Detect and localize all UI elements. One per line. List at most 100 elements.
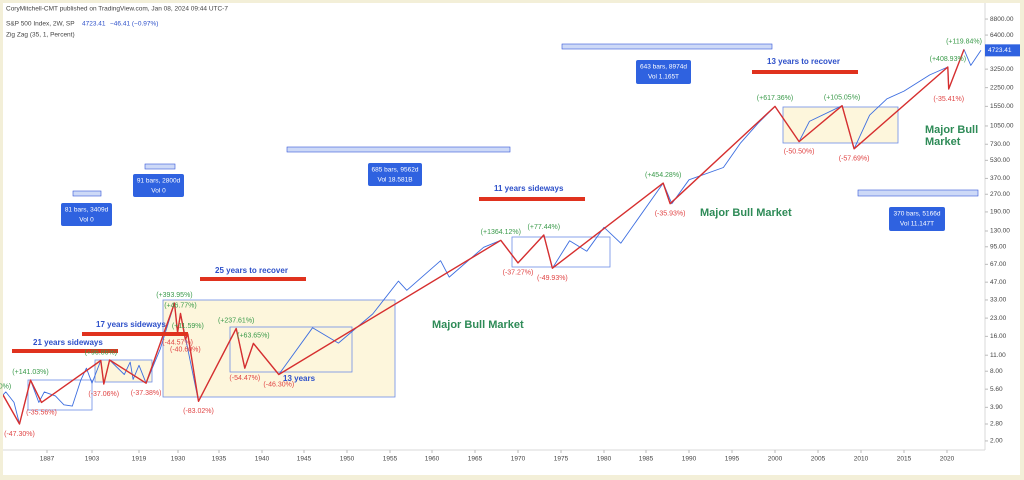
price-tag-label: 4723.41 <box>988 47 1012 54</box>
annotation: Major Bull <box>925 124 978 136</box>
y-tick-label: 370.00 <box>990 175 1010 182</box>
measure-box <box>368 163 422 186</box>
measure-range <box>857 189 979 197</box>
annotation: 21 years sideways <box>33 338 103 347</box>
header-price: 4723.41 <box>82 21 106 28</box>
pivot-label: (-37.27%) <box>503 270 534 277</box>
y-tick-label: 2250.00 <box>990 84 1014 91</box>
pivot-label: (+63.65%) <box>237 332 270 339</box>
y-tick-label: 5.60 <box>990 386 1003 393</box>
x-tick-label: 2015 <box>897 456 912 463</box>
annotation: Market <box>925 136 961 148</box>
pivot-label: (+454.28%) <box>645 172 681 179</box>
pivot-label: (-44.57%) <box>162 340 193 347</box>
measure-box <box>133 174 184 197</box>
indicator: Zig Zag (35, 1, Percent) <box>6 32 75 39</box>
chart-background <box>3 3 1020 475</box>
measure-text: 91 bars, 2800d <box>137 178 181 185</box>
pivot-label: (-54.47%) <box>229 375 260 382</box>
measure-text: Vol 11.147T <box>900 221 934 228</box>
y-tick-label: 270.00 <box>990 191 1010 198</box>
y-tick-label: 3250.00 <box>990 66 1014 73</box>
measure-range <box>561 43 773 50</box>
range-box <box>782 106 899 144</box>
measure-text: Vol 0 <box>151 188 166 195</box>
x-tick-label: 1955 <box>383 456 398 463</box>
pivot-label: (+77.44%) <box>528 224 561 231</box>
pivot-label: (+408.93%) <box>930 56 966 63</box>
pivot-label: (+237.61%) <box>218 317 254 324</box>
y-tick-label: 8.00 <box>990 368 1003 375</box>
pivot-label: (+105.05%) <box>824 95 860 102</box>
x-tick-label: 1945 <box>297 456 312 463</box>
x-tick-label: 1903 <box>85 456 100 463</box>
period-bars <box>12 70 858 353</box>
x-tick-label: 2010 <box>854 456 869 463</box>
range-box <box>94 359 153 383</box>
header-change: −46.41 (−0.97%) <box>110 21 158 28</box>
published-note: CoryMitchell-CMT published on TradingVie… <box>6 6 228 13</box>
pivot-label: (-57.69%) <box>839 156 870 163</box>
pivot-label: (-40.60%) <box>170 346 201 353</box>
range-box <box>511 236 611 268</box>
measure-box <box>61 203 112 226</box>
x-tick-label: 1975 <box>554 456 569 463</box>
y-tick-label: 2.80 <box>990 421 1003 428</box>
measure-text: 685 bars, 9562d <box>372 167 419 174</box>
x-tick-label: 2020 <box>940 456 955 463</box>
price-line <box>3 49 982 425</box>
y-tick-label: 47.00 <box>990 279 1007 286</box>
price-tag <box>985 44 1020 57</box>
y-tick-label: 1050.00 <box>990 123 1014 130</box>
measure-text: 643 bars, 8974d <box>640 64 687 71</box>
period-bar <box>479 197 585 201</box>
measure-text: 370 bars, 5166d <box>894 211 941 218</box>
pivot-label: (-49.93%) <box>537 275 568 282</box>
x-tick-label: 1990 <box>682 456 697 463</box>
pivot-label: (+11.59%) <box>172 323 204 330</box>
y-tick-label: 190.00 <box>990 209 1010 216</box>
annotation: 13 years <box>283 374 316 383</box>
pivot-label: (+617.36%) <box>757 95 793 102</box>
range-boxes <box>27 106 899 411</box>
y-tick-label: 23.00 <box>990 315 1007 322</box>
pivot-label: (-35.93%) <box>655 210 686 217</box>
pivot-label: 00%) <box>0 384 11 391</box>
pivot-label: (+119.84%) <box>946 38 982 45</box>
x-tick-label: 1970 <box>511 456 526 463</box>
x-tick-label: 1935 <box>212 456 227 463</box>
annotation: 13 years to recover <box>767 57 840 66</box>
measure-text: Vol 0 <box>79 217 94 224</box>
period-bar <box>200 277 306 281</box>
x-tick-label: 2005 <box>811 456 826 463</box>
pivot-label: (-50.50%) <box>784 148 815 155</box>
pivot-label: (-47.30%) <box>4 431 35 438</box>
y-tick-label: 33.00 <box>990 297 1007 304</box>
x-tick-label: 1985 <box>639 456 654 463</box>
annotation: 17 years sideways <box>96 320 166 329</box>
pivot-label: (-35.56%) <box>26 409 57 416</box>
pivot-label: (-37.06%) <box>88 391 119 398</box>
pivot-label: (+96.86%) <box>85 349 118 356</box>
y-tick-label: 67.00 <box>990 261 1007 268</box>
measure-text: Vol 1.165T <box>648 74 679 81</box>
measures: 81 bars, 3409d Vol 0 91 bars, 2800d Vol … <box>61 43 979 231</box>
period-bar <box>12 349 118 353</box>
measure-range <box>72 190 102 197</box>
pivot-label: (+46.77%) <box>164 302 197 309</box>
zigzag-line <box>3 49 965 425</box>
pivot-label: (-46.30%) <box>263 381 294 388</box>
x-tick-label: 2000 <box>768 456 783 463</box>
pivot-label: (+1364.12%) <box>481 229 521 236</box>
symbol: S&P 500 Index, 2W, SP <box>6 21 75 28</box>
x-tick-label: 1887 <box>40 456 55 463</box>
y-tick-label: 1550.00 <box>990 103 1014 110</box>
measure-box <box>636 60 691 84</box>
annotation: 25 years to recover <box>215 266 288 275</box>
range-box <box>229 326 353 373</box>
measure-text: 81 bars, 3409d <box>65 207 109 214</box>
period-bar <box>82 332 188 336</box>
y-tick-label: 8800.00 <box>990 16 1014 23</box>
